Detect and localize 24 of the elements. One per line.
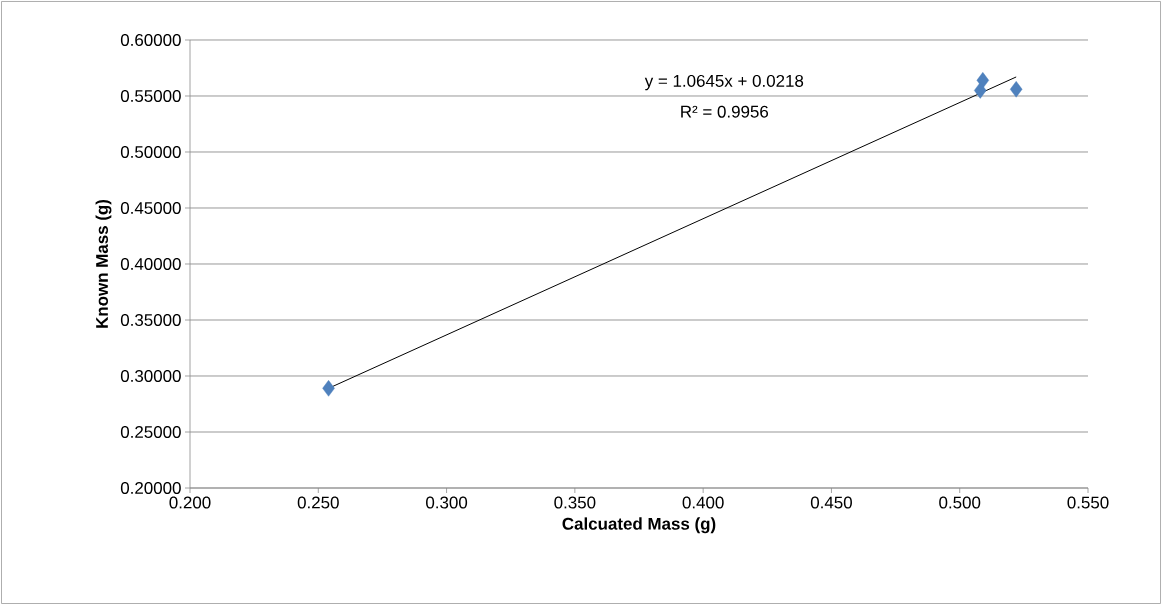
x-tick-label: 0.500 (939, 496, 981, 509)
annotation: y = 1.0645x + 0.0218 (644, 74, 804, 91)
x-axis-title: Calcuated Mass (g) (562, 517, 716, 534)
x-tick-label: 0.400 (682, 496, 724, 509)
y-tick-label: 0.40000 (120, 258, 181, 270)
y-tick-label: 0.35000 (120, 314, 181, 326)
annotation: R² = 0.9956 (681, 105, 769, 118)
y-tick-label: 0.25000 (120, 426, 181, 438)
y-tick-label: 0.50000 (120, 146, 181, 158)
point (322, 380, 335, 397)
x-tick-label: 0.450 (810, 496, 852, 509)
x-tick-label: 0.550 (1067, 496, 1109, 509)
point (974, 82, 987, 99)
y-tick-label: 0.55000 (120, 90, 181, 102)
y-tick-label: 0.45000 (120, 202, 181, 214)
point (1009, 81, 1023, 98)
y-axis-title: Known Mass (g) (95, 199, 112, 328)
x-tick-label: 0.250 (297, 496, 339, 509)
x-tick-label: 0.300 (426, 496, 468, 509)
x-tick-label: 0.350 (554, 496, 596, 509)
y-tick-label: 0.20000 (120, 482, 181, 494)
y-tick-label: 0.30000 (120, 370, 181, 382)
x-tick-label: 0.200 (169, 496, 211, 509)
y-tick-label: 0.60000 (120, 34, 181, 46)
